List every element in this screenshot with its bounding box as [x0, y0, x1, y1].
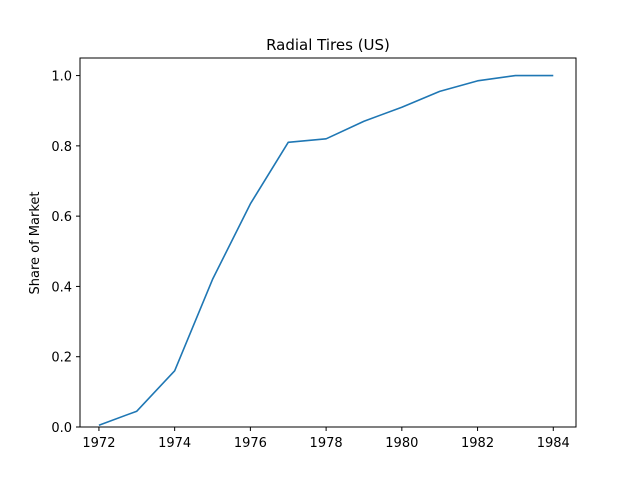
- x-tick-label: 1972: [82, 436, 115, 451]
- plot-frame: [79, 57, 577, 428]
- y-tick-label: 0.6: [51, 210, 72, 225]
- x-tick-label: 1978: [310, 436, 343, 451]
- axis-ticks: 1972 1974 1976 1978 1980 1982 1984 0.0 0.2 0.4 0.6…: [51, 70, 570, 451]
- x-tick-label: 1984: [537, 436, 570, 451]
- x-tick-label: 1976: [234, 436, 267, 451]
- y-tick-label: 0.0: [51, 421, 72, 436]
- series-line: [98, 74, 554, 426]
- chart-title: Radial Tires (US): [266, 36, 390, 54]
- y-tick-label: 1.0: [51, 70, 72, 85]
- x-tick-label: 1974: [158, 436, 191, 451]
- y-tick-label: 0.2: [51, 351, 72, 366]
- y-tick-label: 0.4: [51, 280, 72, 295]
- y-tick-label: 0.8: [51, 140, 72, 155]
- x-tick-label: 1980: [385, 436, 418, 451]
- x-tick-label: 1982: [461, 436, 494, 451]
- y-axis-label: Share of Market: [28, 192, 43, 295]
- series-layer: [98, 74, 554, 426]
